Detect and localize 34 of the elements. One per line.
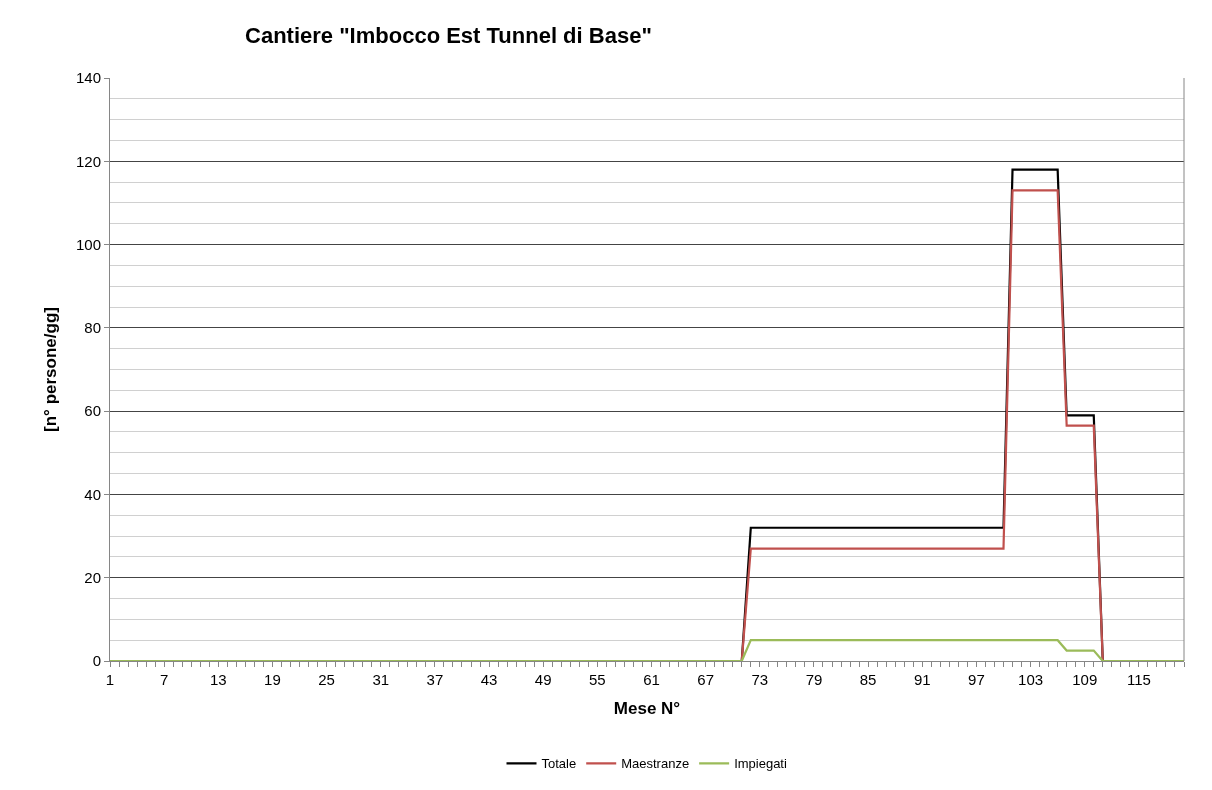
x-tick-label: 7: [159, 671, 169, 688]
x-tick-label: 97: [968, 671, 985, 688]
x-tick-label: 73: [751, 671, 769, 688]
x-tick-label: 49: [534, 671, 552, 688]
y-tick-label: 100: [75, 235, 101, 253]
legend-label: Maestranze: [621, 756, 690, 772]
legend-label: Impiegati: [734, 756, 787, 772]
x-tick-label: 91: [913, 671, 931, 688]
y-tick-label: 140: [75, 69, 101, 87]
x-tick-label: 55: [589, 671, 606, 688]
y-tick-label: 40: [84, 485, 101, 503]
y-tick-label: 60: [84, 402, 101, 420]
x-tick-label: 67: [697, 671, 714, 688]
x-tick-label: 103: [1018, 671, 1044, 688]
chart-title: Cantiere "Imbocco Est Tunnel di Base": [245, 23, 652, 49]
x-tick-label: 31: [372, 671, 390, 688]
y-tick-label: 20: [84, 568, 101, 586]
x-axis-title: Mese N°: [613, 699, 681, 719]
y-tick-label: 0: [92, 652, 101, 670]
y-axis-title: [n° persone/gg]: [40, 307, 60, 432]
x-tick-label: 85: [859, 671, 877, 688]
x-tick-label: 25: [318, 671, 335, 688]
x-tick-label: 109: [1072, 671, 1098, 688]
x-tick-label: 115: [1126, 671, 1151, 688]
x-tick-label: 1: [105, 671, 115, 688]
x-tick-label: 13: [209, 671, 227, 688]
y-tick-label: 80: [84, 319, 101, 337]
y-tick-label: 120: [75, 152, 101, 170]
x-tick-label: 79: [805, 671, 823, 688]
x-tick-label: 43: [480, 671, 498, 688]
x-tick-label: 61: [643, 671, 660, 688]
legend-label: Totale: [541, 756, 577, 772]
x-tick-label: 37: [426, 671, 444, 688]
x-tick-label: 19: [264, 671, 281, 688]
